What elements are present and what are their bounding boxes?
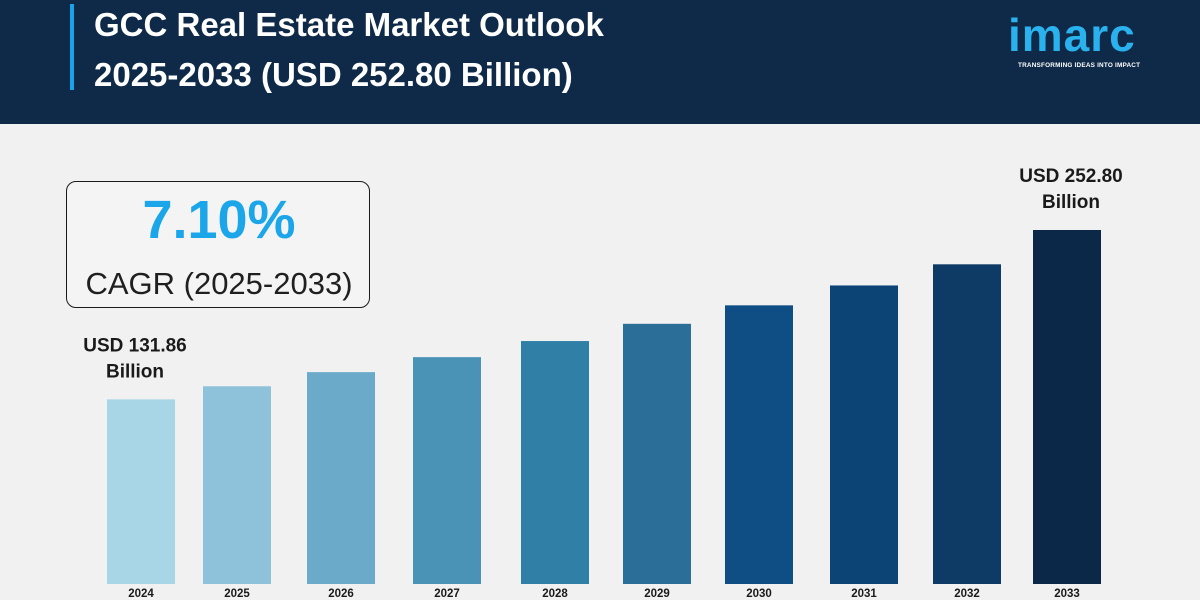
- bar-2027: [413, 357, 481, 584]
- x-tick-label-2029: 2029: [644, 588, 670, 600]
- x-tick-label-2033: 2033: [1054, 588, 1080, 600]
- bar-2030: [725, 305, 793, 584]
- cagr-label: CAGR (2025-2033): [85, 266, 353, 301]
- bar-2032: [933, 264, 1001, 584]
- bar-2031: [830, 285, 898, 584]
- bar-2033: [1033, 230, 1101, 584]
- x-tick-label-2030: 2030: [746, 588, 772, 600]
- title-line-2: 2025-2033 (USD 252.80 Billion): [94, 56, 573, 93]
- data-label-2024-unit: Billion: [106, 361, 164, 382]
- x-tick-label-2032: 2032: [954, 588, 980, 600]
- title-line-1: GCC Real Estate Market Outlook: [94, 6, 604, 43]
- bar-2024: [107, 399, 175, 584]
- page-title: GCC Real Estate Market Outlook 2025-2033…: [94, 0, 854, 100]
- bar-2028: [521, 341, 589, 584]
- x-tick-label-2027: 2027: [434, 588, 460, 600]
- cagr-callout: 7.10% CAGR (2025-2033): [66, 181, 370, 308]
- cagr-value: 7.10%: [142, 190, 296, 250]
- title-accent-bar: [70, 4, 74, 90]
- header-banner: GCC Real Estate Market Outlook 2025-2033…: [0, 0, 1200, 124]
- market-bar-chart: 2024 2025 2026 2027 2028 2029 2030 2031 2032 2033…: [83, 166, 1123, 600]
- logo-wordmark: imarc: [1008, 9, 1136, 61]
- data-label-2033-unit: Billion: [1042, 192, 1100, 213]
- data-label-2024-value: USD 131.86: [83, 335, 187, 356]
- logo-tagline: TRANSFORMING IDEAS INTO IMPACT: [1018, 62, 1141, 69]
- x-tick-label-2031: 2031: [851, 588, 877, 600]
- data-label-2033-value: USD 252.80: [1019, 166, 1123, 187]
- imarc-logo: imarc TRANSFORMING IDEAS INTO IMPACT: [1008, 6, 1178, 76]
- x-tick-label-2024: 2024: [128, 588, 154, 600]
- bar-2029: [623, 323, 691, 584]
- bar-2025: [203, 386, 271, 584]
- x-tick-label-2028: 2028: [542, 588, 568, 600]
- x-tick-label-2026: 2026: [328, 588, 354, 600]
- x-tick-label-2025: 2025: [224, 588, 250, 600]
- bar-2026: [307, 372, 375, 584]
